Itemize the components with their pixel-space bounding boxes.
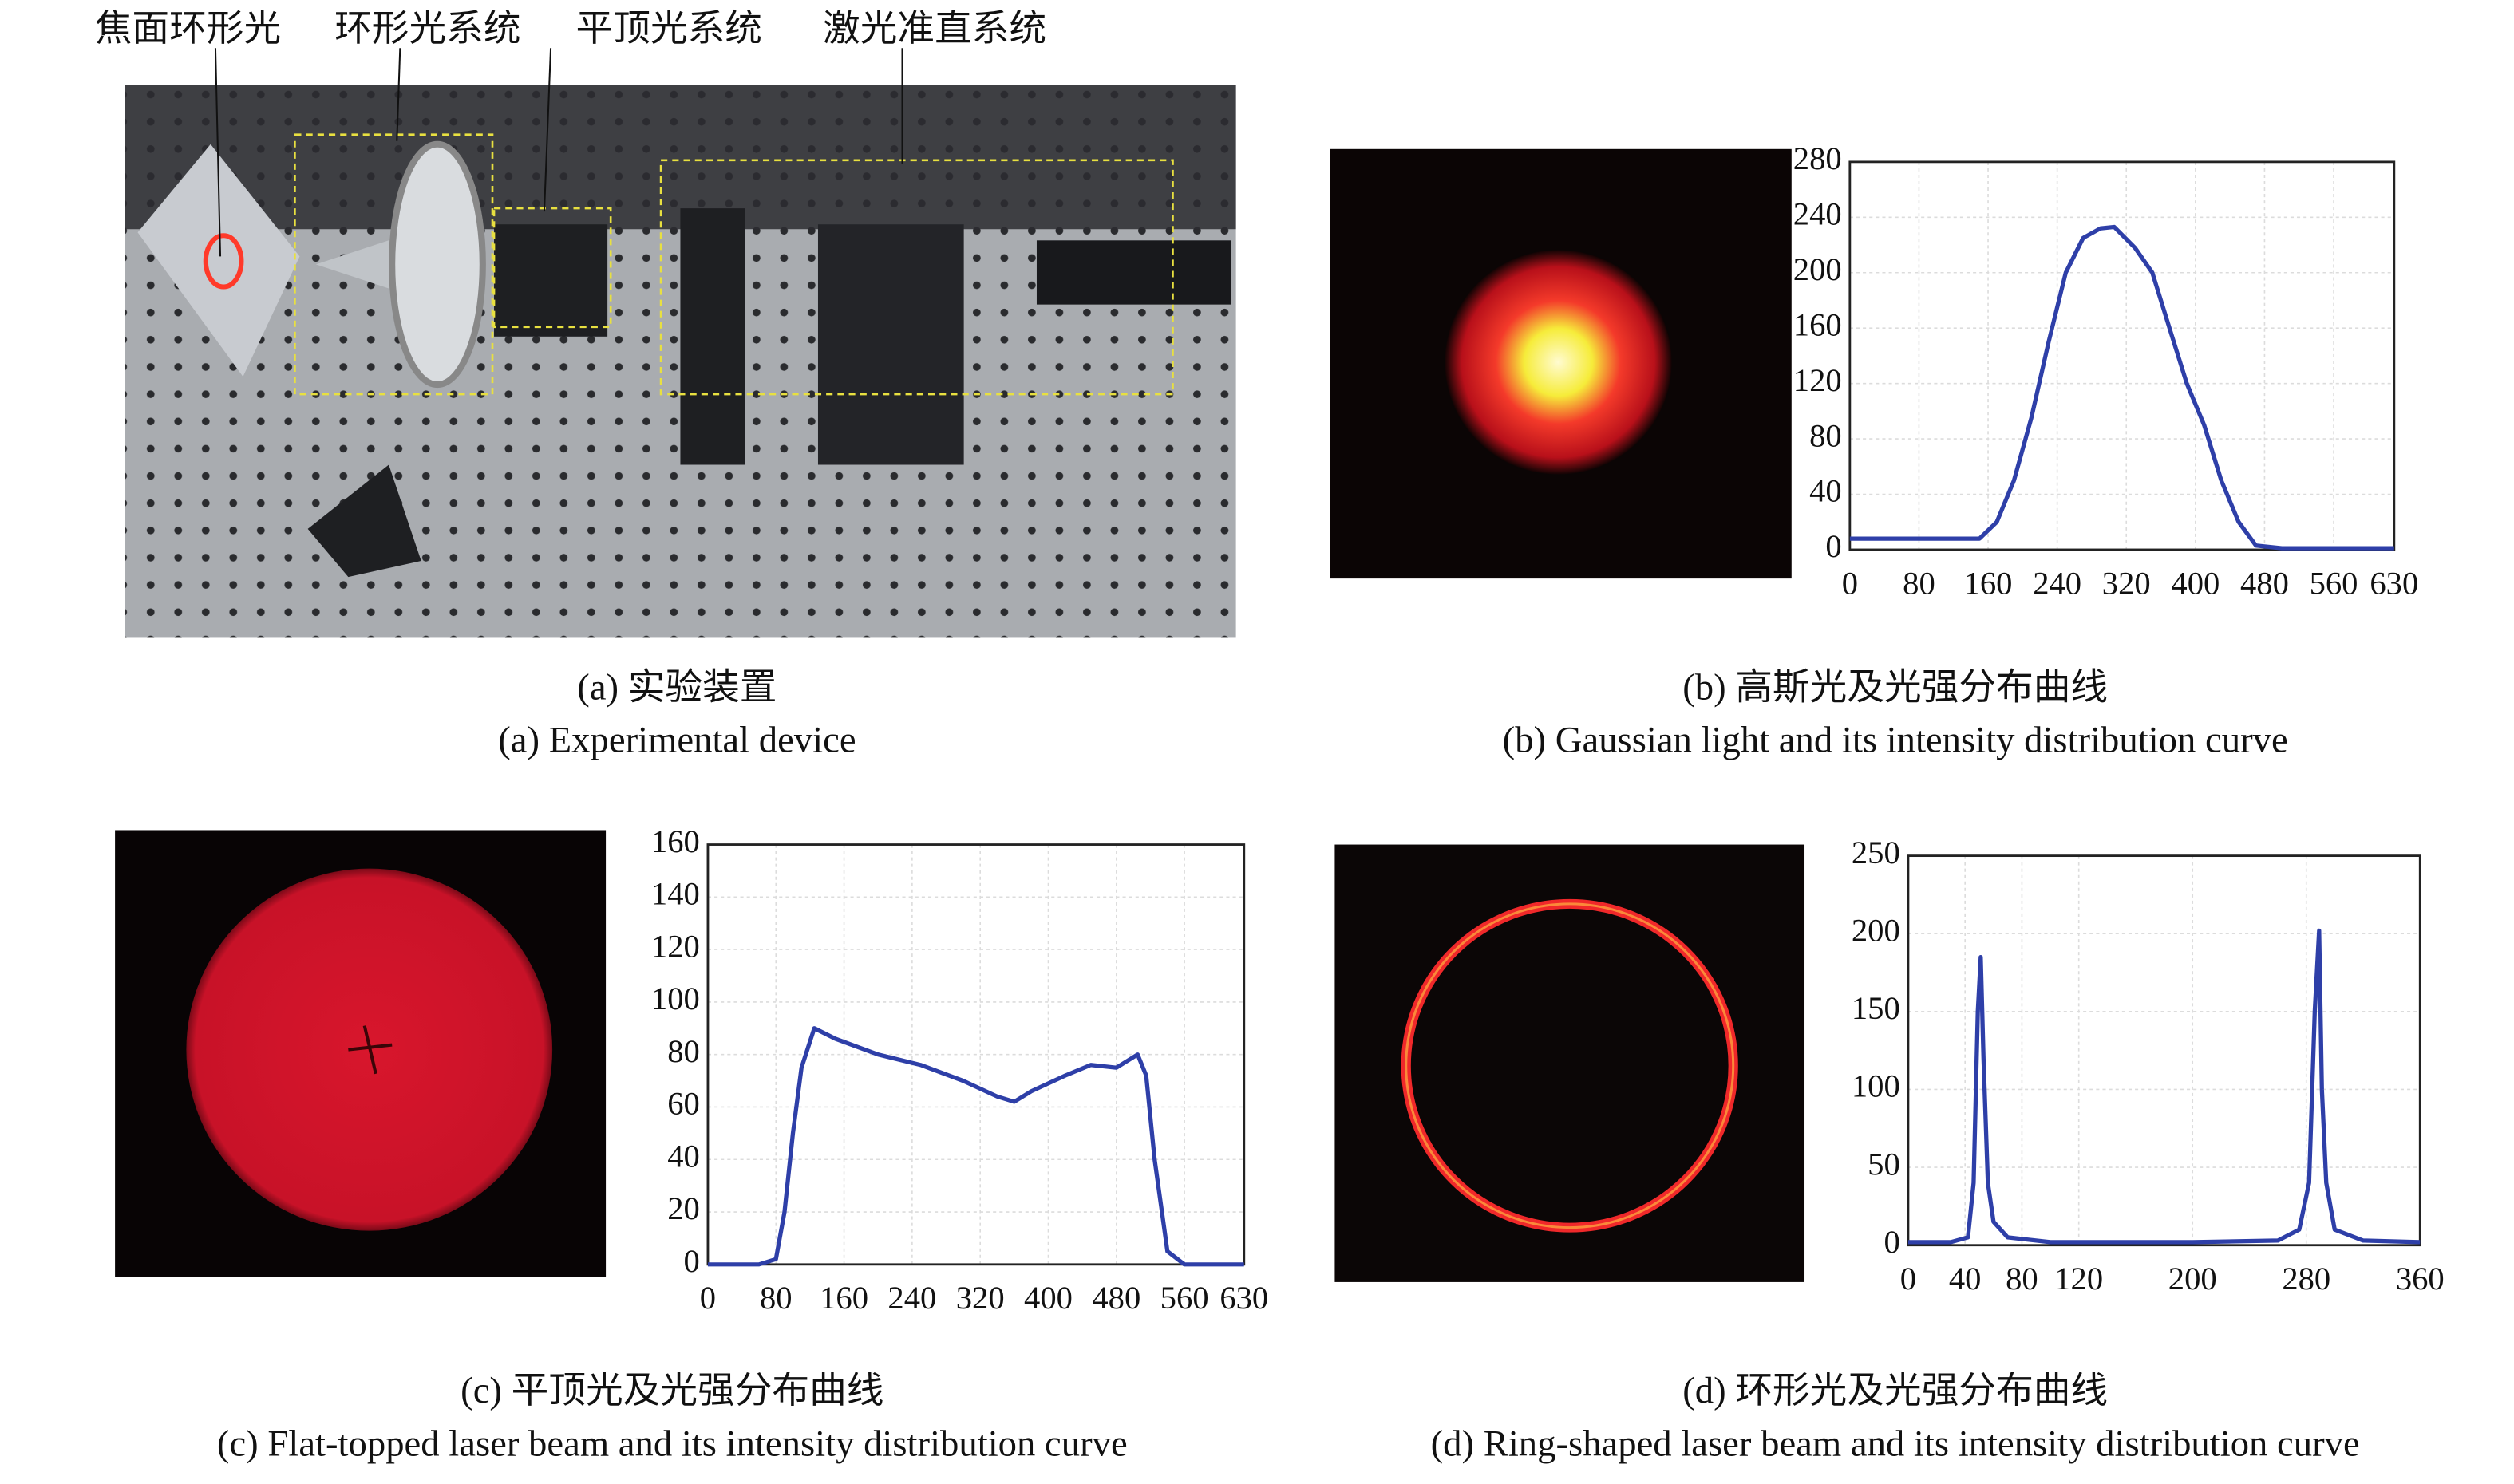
photo: 焦面环形光 环形光系统 平顶光系统 激光准直系统 (a) 实验装置 (a) Ex… [95,9,1236,761]
x-tick-label: 160 [1964,566,2013,602]
x-tick-label: 480 [2240,566,2289,602]
annotation: 平顶光系统 [576,9,762,49]
x-tick-label: 280 [2282,1261,2330,1297]
x-tick-label: 630 [2370,566,2418,602]
annotation: 焦面环形光 [95,9,281,49]
x-tick-label: 200 [2168,1261,2217,1297]
plot-frame [1907,854,2421,1247]
y-tick-label: 160 [1793,307,1842,343]
y-tick-label: 0 [1884,1224,1899,1260]
x-tick-label: 80 [2006,1261,2038,1297]
x-tick-label: 80 [760,1280,793,1316]
x-tick-label: 630 [1219,1280,1268,1316]
line [1849,224,2394,551]
x-tick-label: 0 [1842,566,1858,602]
y-tick-label: 40 [1809,473,1842,509]
y-tick-label: 280 [1793,140,1842,176]
x-tick-label: 320 [956,1280,1005,1316]
x-tick-label: 240 [887,1280,936,1316]
caption: (c) 平顶光及光强分布曲线 [461,1371,883,1411]
x-tick-label: 80 [1903,566,1935,602]
x-tick-label: 560 [1160,1280,1209,1316]
x-tick-label: 40 [1949,1261,1982,1297]
y-tick-label: 0 [684,1243,700,1279]
chart: 0 20 40 60 80 100 120 140 160 0 80 160 240 320 400 480 5… [217,823,1268,1464]
y-tick-label: 120 [1793,362,1842,398]
caption: (d) Ring-shaped laser beam and its inten… [1431,1424,2360,1465]
x-tick-label: 480 [1092,1280,1140,1316]
x-tick-label: 560 [2310,566,2358,602]
beam-image [1330,148,1792,579]
y-tick-label: 0 [1825,528,1841,564]
y-tick-label: 200 [1852,913,1900,949]
caption: (b) 高斯光及光强分布曲线 [1682,668,2108,708]
caption: (a) 实验装置 [577,668,777,708]
x-tick-label: 120 [2054,1261,2103,1297]
plot-area [1907,855,2421,1245]
y-tick-label: 50 [1868,1146,1900,1182]
beam-image [115,830,607,1277]
y-tick-label: 100 [1852,1068,1900,1104]
beam-image [1334,844,1805,1282]
caption: (b) Gaussian light and its intensity dis… [1503,720,2288,761]
annotation: 环形光系统 [334,9,520,49]
x-tick-label: 400 [1024,1280,1073,1316]
line [1907,928,2421,1245]
caption: (a) Experimental device [498,720,856,761]
y-tick-label: 80 [1809,417,1842,453]
x-tick-label: 0 [700,1280,716,1316]
caption: (d) 环形光及光强分布曲线 [1682,1371,2108,1411]
plot-area [1849,161,2394,550]
x-tick-label: 320 [2102,566,2151,602]
x-tick-label: 400 [2171,566,2220,602]
y-tick-label: 240 [1793,196,1842,232]
caption: (c) Flat-topped laser beam and its inten… [217,1424,1128,1465]
plot-frame [706,843,1246,1266]
plot-frame [1848,160,2396,551]
y-tick-label: 160 [651,823,700,859]
chart: 0 40 80 120 160 200 240 280 0 80 160 240 320 400 480 56… [1503,140,2419,760]
y-tick-label: 140 [651,876,700,912]
y-tick-label: 80 [667,1033,700,1069]
y-tick-label: 100 [651,981,700,1016]
x-tick-label: 240 [2033,566,2081,602]
y-tick-label: 20 [667,1190,700,1226]
x-tick-label: 0 [1900,1261,1916,1297]
y-tick-label: 120 [651,929,700,965]
y-tick-label: 250 [1852,835,1900,870]
chart: 0 50 100 150 200 250 0 40 80 120 200 280 360 (d) 环形光及… [1431,835,2445,1464]
y-tick-label: 60 [667,1086,700,1122]
x-tick-label: 360 [2396,1261,2445,1297]
y-tick-label: 150 [1852,990,1900,1026]
line [707,1026,1244,1267]
y-tick-label: 200 [1793,251,1842,287]
annotation: 激光准直系统 [823,9,1046,49]
x-tick-label: 160 [820,1280,868,1316]
y-tick-label: 40 [667,1139,700,1174]
